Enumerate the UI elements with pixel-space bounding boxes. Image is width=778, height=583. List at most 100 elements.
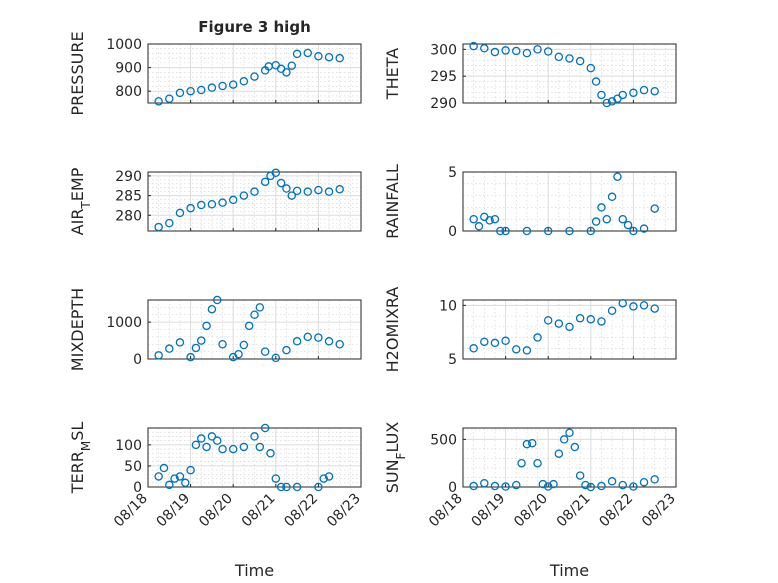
data-point xyxy=(186,465,195,475)
data-point xyxy=(228,80,238,89)
data-point xyxy=(303,48,312,58)
data-point xyxy=(618,480,628,490)
data-point xyxy=(586,315,596,324)
data-point xyxy=(650,475,659,484)
data-point xyxy=(154,472,163,481)
subplot-7: 0 50 100 08/18 08/19 08/20 08/21 08/22 08/23 TERR… xyxy=(68,422,364,580)
y-tick-label: 0 xyxy=(448,224,457,240)
data-point xyxy=(186,203,195,213)
data-point xyxy=(554,319,564,328)
data-point xyxy=(335,53,344,63)
data-point xyxy=(480,44,489,53)
data-point xyxy=(650,304,659,313)
y-tick-label: 500 xyxy=(430,432,457,448)
data-point xyxy=(618,214,628,224)
data-point xyxy=(335,339,344,349)
data-point xyxy=(554,52,564,62)
data-point xyxy=(565,54,574,63)
data-point xyxy=(607,477,617,486)
data-point xyxy=(522,48,532,58)
data-point xyxy=(186,86,195,96)
data-point xyxy=(250,310,259,319)
y-tick-label: 0 xyxy=(448,480,457,496)
data-point xyxy=(522,346,532,355)
data-point xyxy=(602,214,612,224)
data-point xyxy=(154,222,163,232)
data-point xyxy=(324,52,334,62)
data-point xyxy=(474,222,484,231)
data-point xyxy=(324,472,334,481)
data-point xyxy=(292,482,302,492)
data-point xyxy=(228,444,238,454)
data-point xyxy=(480,337,489,347)
data-point xyxy=(591,77,601,86)
data-point xyxy=(196,200,206,210)
data-point xyxy=(212,295,222,305)
chart-title: Figure 3 high xyxy=(198,18,311,36)
data-point xyxy=(324,187,334,196)
data-point xyxy=(543,47,553,56)
data-point xyxy=(469,214,478,224)
data-point xyxy=(292,337,302,346)
y-tick-label: 300 xyxy=(430,42,457,58)
data-point xyxy=(314,482,323,492)
subplot-2: 290 295 300 THETA xyxy=(383,41,677,112)
data-point xyxy=(517,458,526,468)
data-point xyxy=(239,77,249,86)
data-point xyxy=(629,482,638,491)
data-point xyxy=(170,474,179,483)
axis-frame xyxy=(147,427,362,488)
data-point xyxy=(186,352,195,362)
data-point xyxy=(639,477,649,487)
data-point xyxy=(597,317,606,326)
subplot-1: 800 900 1000 PRESSURE Figure 3 high xyxy=(68,18,362,116)
data-point xyxy=(250,432,259,441)
data-point xyxy=(282,68,291,77)
x-tick-label: 08/22 xyxy=(596,491,636,531)
data-point xyxy=(196,336,206,345)
data-point xyxy=(597,481,606,491)
data-point xyxy=(549,479,558,489)
y-axis-label: AIRTEMP xyxy=(68,167,93,235)
data-point xyxy=(623,220,633,230)
data-point xyxy=(239,191,249,200)
data-point xyxy=(490,214,500,224)
data-point xyxy=(191,440,201,450)
y-axis-label: MIXDEPTH xyxy=(68,288,87,371)
data-point xyxy=(287,61,297,70)
subplot-6: 5 10 H2OMIXRA xyxy=(383,287,677,372)
data-point xyxy=(335,185,344,194)
y-tick-label: 0 xyxy=(133,480,142,496)
data-point xyxy=(480,478,489,488)
data-point xyxy=(559,435,569,444)
data-point xyxy=(165,480,174,490)
data-point xyxy=(202,321,211,331)
data-point xyxy=(629,302,638,311)
y-tick-label: 1000 xyxy=(106,315,142,331)
data-point xyxy=(501,46,510,55)
data-point xyxy=(570,442,580,452)
x-tick-label: 08/19 xyxy=(469,491,509,531)
data-point xyxy=(165,344,174,353)
x-tick-label: 08/22 xyxy=(281,491,321,531)
data-point xyxy=(618,90,628,100)
data-point xyxy=(218,339,227,349)
y-tick-label: 280 xyxy=(115,208,142,224)
data-point xyxy=(522,226,532,236)
data-point xyxy=(324,337,334,346)
y-tick-label: 1000 xyxy=(106,37,142,53)
data-point xyxy=(165,94,174,104)
axis-frame xyxy=(462,43,677,104)
data-point xyxy=(319,474,328,483)
data-point xyxy=(650,86,659,96)
axis-frame xyxy=(462,299,677,360)
data-point xyxy=(639,85,649,95)
data-point xyxy=(282,345,291,355)
axis-frame xyxy=(462,427,677,488)
data-point xyxy=(629,226,638,236)
y-axis-label: TERRMSL xyxy=(68,422,93,495)
data-point xyxy=(207,83,217,92)
y-axis-label: THETA xyxy=(383,48,402,100)
data-point xyxy=(490,338,500,348)
data-point xyxy=(618,298,628,308)
